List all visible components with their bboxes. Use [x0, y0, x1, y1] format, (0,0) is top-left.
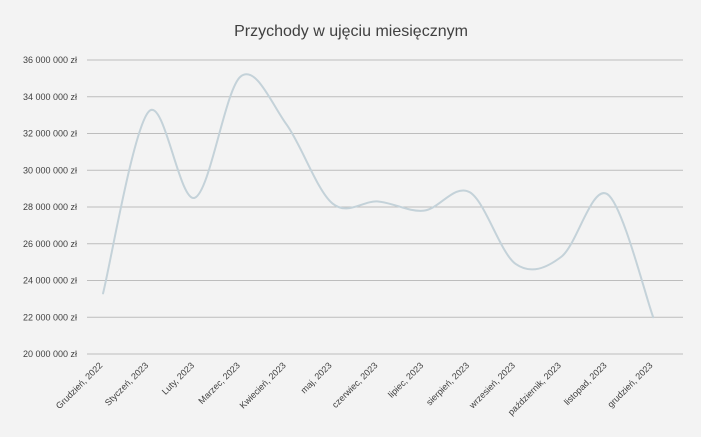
x-tick-label: Marzec, 2023: [196, 360, 242, 406]
x-tick-label: Luty, 2023: [160, 360, 196, 396]
x-tick-label: sierpień, 2023: [424, 360, 471, 407]
x-tick-label: Styczeń, 2023: [103, 360, 150, 407]
data-point: [237, 73, 245, 81]
y-tick-label: 30 000 000 zł: [23, 165, 77, 175]
y-tick-label: 22 000 000 zł: [23, 312, 77, 322]
data-point: [603, 190, 611, 198]
gridlines: [87, 59, 683, 355]
data-point: [558, 253, 566, 261]
x-tick-label: Grudzień, 2022: [54, 360, 105, 411]
data-point: [420, 207, 428, 215]
x-tick-label: listopad, 2023: [562, 360, 609, 407]
data-point: [466, 188, 474, 196]
x-tick-label: grudzień, 2023: [605, 360, 654, 409]
data-point: [512, 260, 520, 268]
y-tick-label: 34 000 000 zł: [23, 92, 77, 102]
revenue-series-line: [102, 73, 655, 319]
data-point: [145, 107, 153, 115]
data-point: [649, 313, 657, 321]
data-point: [374, 197, 382, 205]
y-tick-label: 26 000 000 zł: [23, 239, 77, 249]
series-lines: [99, 73, 657, 321]
y-tick-label: 36 000 000 zł: [23, 55, 77, 65]
data-point: [191, 194, 199, 202]
data-point: [282, 120, 290, 128]
data-point: [99, 289, 107, 297]
x-tick-label: lipiec, 2023: [386, 360, 425, 399]
x-tick-label: maj, 2023: [299, 360, 334, 395]
y-axis-ticks: 20 000 000 zł 22 000 000 zł 24 000 000 zł 2…: [23, 55, 77, 359]
x-tick-label: wrzesień, 2023: [466, 360, 517, 411]
y-tick-label: 24 000 000 zł: [23, 276, 77, 286]
chart-title: Przychody w ujęciu miesięcznym: [234, 23, 468, 40]
y-tick-label: 20 000 000 zł: [23, 349, 77, 359]
x-tick-label: czerwiec, 2023: [330, 360, 380, 410]
y-tick-label: 28 000 000 zł: [23, 202, 77, 212]
data-point: [328, 199, 336, 207]
y-tick-label: 32 000 000 zł: [23, 129, 77, 139]
x-tick-label: Kwiecień, 2023: [238, 360, 288, 410]
